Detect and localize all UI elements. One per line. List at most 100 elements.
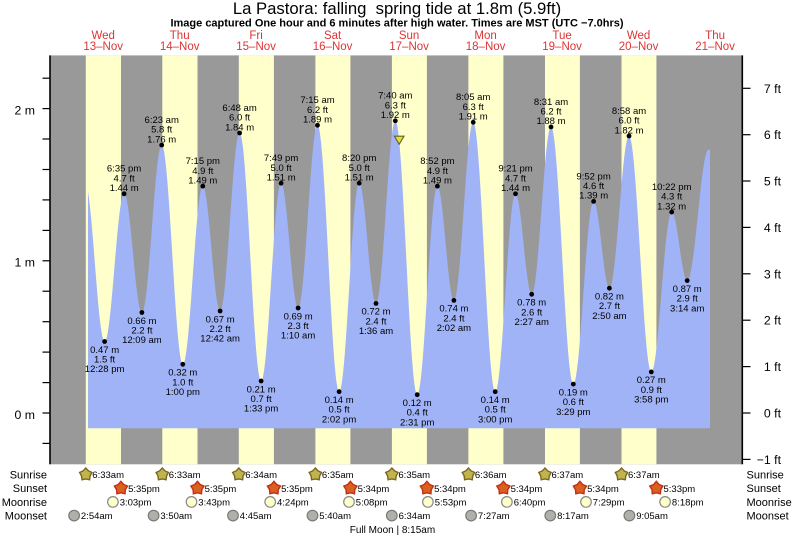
svg-text:1 m: 1 m <box>15 256 36 270</box>
svg-text:6.0 ft: 6.0 ft <box>229 113 250 124</box>
svg-text:5 ft: 5 ft <box>764 175 782 189</box>
svg-text:6:35am: 6:35am <box>398 470 430 481</box>
svg-text:0.82 m: 0.82 m <box>595 292 624 303</box>
svg-text:1.39 m: 1.39 m <box>579 191 608 202</box>
svg-text:0 ft: 0 ft <box>764 407 782 421</box>
svg-text:5:40am: 5:40am <box>319 511 351 522</box>
svg-text:8:52 pm: 8:52 pm <box>420 156 454 167</box>
svg-text:6.0 ft: 6.0 ft <box>618 116 639 127</box>
svg-text:0.14 m: 0.14 m <box>481 395 510 406</box>
svg-text:7:27am: 7:27am <box>478 511 510 522</box>
svg-text:3:50am: 3:50am <box>160 511 192 522</box>
svg-text:Fri: Fri <box>249 30 262 42</box>
svg-text:0.67 m: 0.67 m <box>206 314 235 325</box>
svg-text:2:27 am: 2:27 am <box>515 317 549 328</box>
svg-text:1.49 m: 1.49 m <box>423 176 452 187</box>
svg-text:1 ft: 1 ft <box>764 360 782 374</box>
svg-text:0 m: 0 m <box>15 408 36 422</box>
svg-text:Sunrise: Sunrise <box>747 469 784 481</box>
svg-text:8:05 am: 8:05 am <box>456 92 490 103</box>
svg-text:6:48 am: 6:48 am <box>222 103 256 114</box>
svg-text:0.87 m: 0.87 m <box>673 284 702 295</box>
svg-text:0.14 m: 0.14 m <box>325 395 354 406</box>
svg-text:Sun: Sun <box>399 30 419 42</box>
svg-text:0.27 m: 0.27 m <box>637 375 666 386</box>
svg-text:9:05am: 9:05am <box>636 511 668 522</box>
svg-text:5:08pm: 5:08pm <box>356 498 388 509</box>
svg-text:1.82 m: 1.82 m <box>614 125 643 136</box>
svg-text:4.6 ft: 4.6 ft <box>583 181 604 192</box>
svg-text:2 ft: 2 ft <box>764 314 782 328</box>
svg-text:7:15 pm: 7:15 pm <box>186 156 220 167</box>
svg-text:6:33am: 6:33am <box>92 470 124 481</box>
svg-text:0.66 m: 0.66 m <box>127 316 156 327</box>
svg-text:7:40 am: 7:40 am <box>378 91 412 102</box>
svg-text:0.72 m: 0.72 m <box>361 307 390 318</box>
svg-text:3:43pm: 3:43pm <box>198 498 230 509</box>
svg-text:2:50 am: 2:50 am <box>592 311 626 322</box>
svg-text:6:35 pm: 6:35 pm <box>107 164 141 175</box>
svg-text:19–Nov: 19–Nov <box>542 41 582 53</box>
svg-text:Sat: Sat <box>324 30 342 42</box>
svg-text:21–Nov: 21–Nov <box>695 41 735 53</box>
svg-text:5:34pm: 5:34pm <box>511 484 543 495</box>
svg-text:6.2 ft: 6.2 ft <box>540 107 561 118</box>
svg-text:Thu: Thu <box>705 30 725 42</box>
svg-text:8:58 am: 8:58 am <box>612 106 646 117</box>
svg-text:6:36am: 6:36am <box>475 470 507 481</box>
svg-text:7:29pm: 7:29pm <box>593 498 625 509</box>
svg-text:0.19 m: 0.19 m <box>559 387 588 398</box>
svg-text:2 m: 2 m <box>15 103 36 117</box>
svg-text:12:09 am: 12:09 am <box>122 335 162 346</box>
svg-text:4 ft: 4 ft <box>764 221 782 235</box>
svg-text:8:31 am: 8:31 am <box>534 97 568 108</box>
svg-text:1.51 m: 1.51 m <box>345 173 374 184</box>
svg-text:Moonset: Moonset <box>5 511 47 523</box>
svg-text:Image captured One hour and 6: Image captured One hour and 6 minutes af… <box>170 18 623 30</box>
svg-text:Full Moon | 8:15am: Full Moon | 8:15am <box>350 525 435 536</box>
svg-text:Moonrise: Moonrise <box>2 497 47 509</box>
svg-text:2.4 ft: 2.4 ft <box>443 313 464 324</box>
svg-text:1.76 m: 1.76 m <box>147 134 176 145</box>
svg-text:9:21 pm: 9:21 pm <box>498 164 532 175</box>
svg-text:6:34am: 6:34am <box>399 511 431 522</box>
svg-text:3:14 am: 3:14 am <box>670 303 704 314</box>
svg-text:0.21 m: 0.21 m <box>247 384 276 395</box>
svg-text:8:18pm: 8:18pm <box>672 498 704 509</box>
svg-text:1.44 m: 1.44 m <box>501 183 530 194</box>
svg-text:5.8 ft: 5.8 ft <box>151 125 172 136</box>
svg-text:3:29 pm: 3:29 pm <box>556 407 590 418</box>
svg-text:5.0 ft: 5.0 ft <box>271 163 292 174</box>
svg-text:Moonrise: Moonrise <box>747 497 792 509</box>
svg-text:5:33pm: 5:33pm <box>664 484 696 495</box>
svg-text:1.88 m: 1.88 m <box>536 116 565 127</box>
svg-text:16–Nov: 16–Nov <box>313 41 353 53</box>
svg-text:1.92 m: 1.92 m <box>381 110 410 121</box>
svg-text:1:00 pm: 1:00 pm <box>166 387 200 398</box>
svg-text:2:02 pm: 2:02 pm <box>322 414 356 425</box>
svg-text:1:33 pm: 1:33 pm <box>244 404 278 415</box>
svg-text:1:10 am: 1:10 am <box>281 331 315 342</box>
svg-text:5:35pm: 5:35pm <box>205 484 237 495</box>
svg-text:0.6 ft: 0.6 ft <box>563 397 584 408</box>
svg-text:0.9 ft: 0.9 ft <box>641 385 662 396</box>
svg-text:La Pastora: falling spring ti: La Pastora: falling spring tide at 1.8m … <box>233 0 561 18</box>
svg-text:1.89 m: 1.89 m <box>303 115 332 126</box>
svg-text:−1 ft: −1 ft <box>757 453 782 467</box>
svg-text:Thu: Thu <box>170 30 190 42</box>
svg-text:4.9 ft: 4.9 ft <box>192 166 213 177</box>
svg-text:Wed: Wed <box>91 30 114 42</box>
svg-text:Sunrise: Sunrise <box>10 469 47 481</box>
svg-text:5:35pm: 5:35pm <box>281 484 313 495</box>
svg-text:3 ft: 3 ft <box>764 267 782 281</box>
svg-text:4.7 ft: 4.7 ft <box>114 173 135 184</box>
svg-text:Moonset: Moonset <box>747 511 789 523</box>
svg-text:6 ft: 6 ft <box>764 128 782 142</box>
svg-text:2:02 am: 2:02 am <box>437 323 471 334</box>
svg-text:2.6 ft: 2.6 ft <box>521 307 542 318</box>
svg-text:1.51 m: 1.51 m <box>267 173 296 184</box>
svg-text:14–Nov: 14–Nov <box>160 41 200 53</box>
svg-text:2.2 ft: 2.2 ft <box>131 326 152 337</box>
svg-text:3:03pm: 3:03pm <box>120 498 152 509</box>
svg-text:6:33am: 6:33am <box>169 470 201 481</box>
